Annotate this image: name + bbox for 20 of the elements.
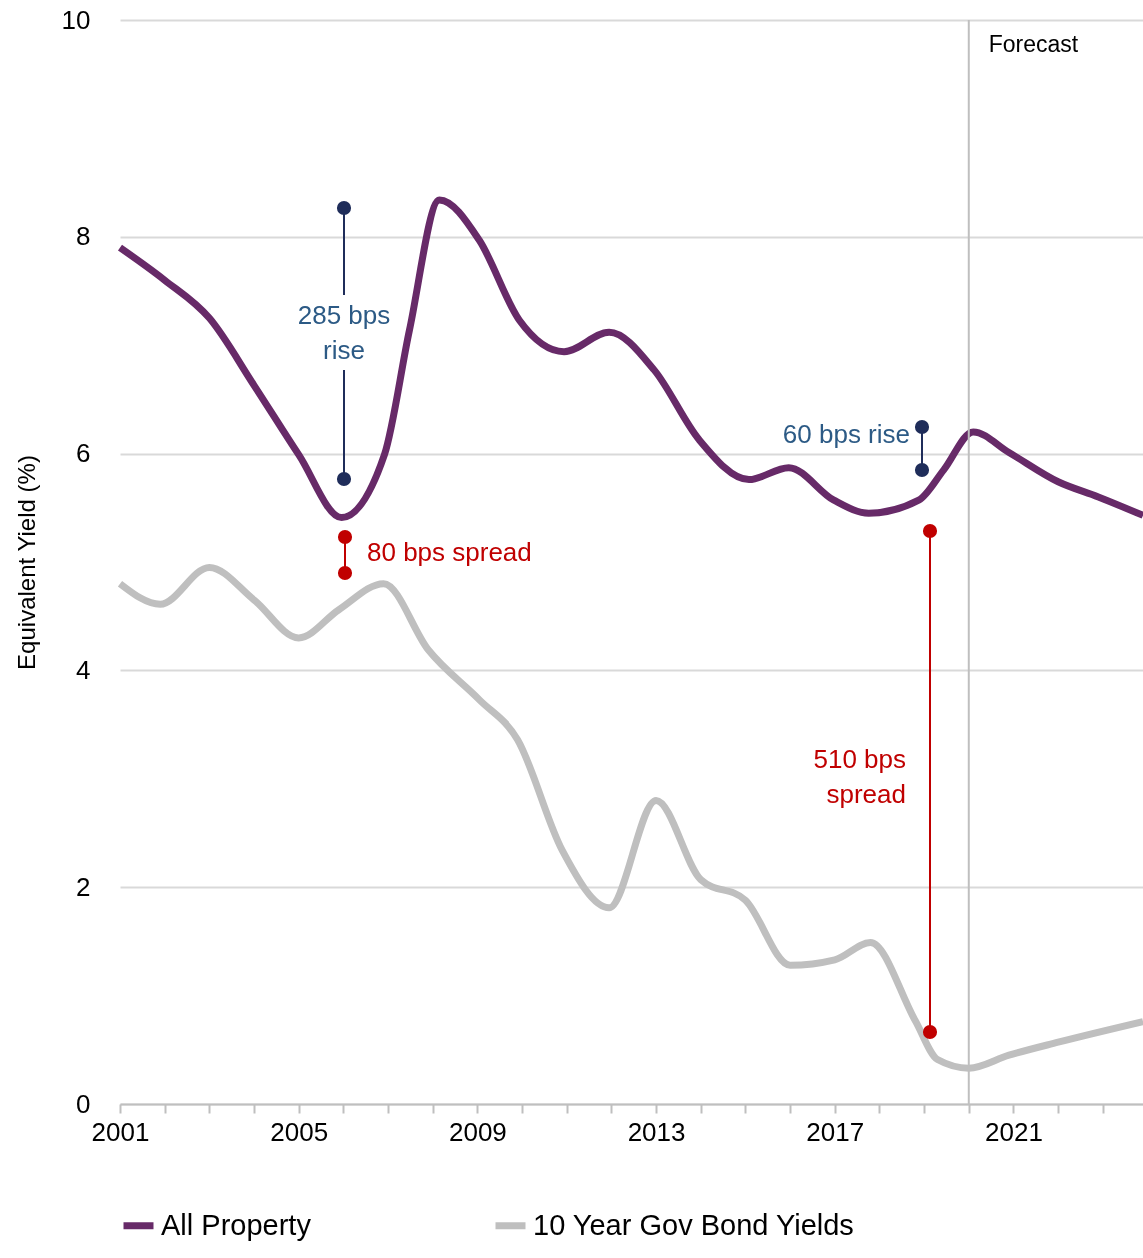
x-tick-label: 2021 [985, 1116, 1043, 1147]
annotation: 285 bps rise [297, 299, 391, 365]
y-axis-title: Equivalent Yield (%) [12, 455, 40, 670]
x-tick-label: 2017 [806, 1116, 865, 1147]
y-tick-label: 4 [76, 654, 91, 685]
x-tick-label: 2013 [627, 1116, 686, 1147]
x-tick-label: 2001 [91, 1116, 150, 1147]
legend-label: All Property [161, 1208, 312, 1241]
y-tick-label: 6 [76, 438, 91, 469]
x-tick-label: 2005 [270, 1116, 329, 1147]
annotation: 80 bps spread [367, 537, 532, 567]
y-tick-label: 10 [61, 4, 91, 35]
y-tick-label: 0 [76, 1088, 91, 1119]
annotation: 60 bps rise [782, 419, 910, 449]
y-tick-label: 8 [76, 221, 91, 252]
x-tick-label: 2009 [448, 1116, 507, 1147]
annotation: 510 bps spread [813, 743, 906, 809]
ref-line-label: Forecast [988, 31, 1079, 57]
legend-label: 10 Year Gov Bond Yields [533, 1208, 854, 1241]
y-tick-label: 2 [76, 871, 91, 902]
